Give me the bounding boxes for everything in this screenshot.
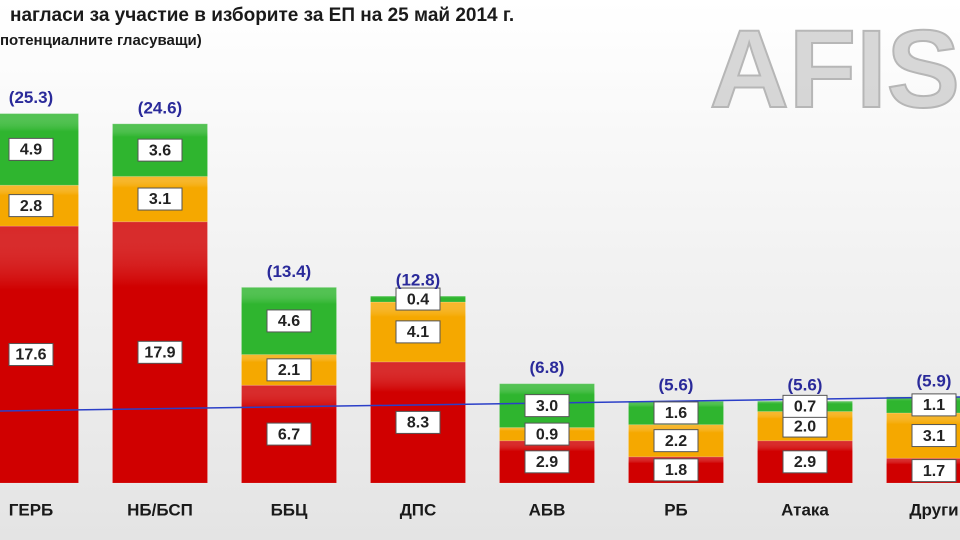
value-label-box	[8, 343, 54, 367]
total-label: (24.6)	[138, 98, 182, 117]
x-tick-label: АБВ	[529, 500, 566, 519]
value-label: 0.7	[794, 399, 816, 416]
chart-title: нагласи за участие в изборите за ЕП на 2…	[10, 5, 514, 26]
value-label: 3.1	[923, 428, 945, 445]
value-label: 6.7	[278, 426, 300, 443]
value-label: 17.6	[15, 347, 46, 364]
value-label: 1.8	[665, 462, 687, 479]
value-label-box	[653, 429, 699, 453]
value-label: 4.9	[20, 142, 42, 159]
total-label: (5.9)	[917, 371, 952, 390]
total-label: (12.8)	[396, 271, 440, 290]
value-label-box	[653, 458, 699, 482]
value-label: 1.6	[665, 405, 687, 422]
total-label: (13.4)	[267, 262, 311, 281]
value-label-box	[782, 450, 828, 474]
value-label: 0.4	[407, 291, 429, 308]
value-label: 2.2	[665, 433, 687, 450]
value-label: 1.7	[923, 463, 945, 480]
value-label: 3.1	[149, 191, 171, 208]
x-tick-label: ГЕРБ	[9, 500, 54, 519]
value-label-box	[137, 187, 183, 211]
value-label: 4.1	[407, 324, 429, 341]
value-label: 2.9	[536, 454, 558, 471]
value-label-box	[137, 340, 183, 364]
value-label-box	[395, 320, 441, 344]
value-label: 2.9	[794, 454, 816, 471]
value-label-box	[8, 194, 54, 218]
value-label-box	[266, 309, 312, 333]
x-tick-label: ББЦ	[271, 500, 308, 519]
x-tick-label: Други	[909, 500, 958, 519]
value-label: 1.1	[923, 397, 945, 414]
value-label-box	[395, 287, 441, 311]
value-label-box	[266, 358, 312, 382]
value-label-box	[395, 410, 441, 434]
value-label-box	[266, 422, 312, 446]
value-label: 8.3	[407, 415, 429, 432]
value-label-box	[911, 459, 957, 483]
x-tick-label: Атака	[781, 500, 829, 519]
total-label: (6.8)	[530, 358, 565, 377]
value-label-box	[524, 394, 570, 418]
value-label: 4.6	[278, 313, 300, 330]
value-label-box	[782, 394, 828, 418]
value-label: 0.9	[536, 426, 558, 443]
value-label-box	[524, 422, 570, 446]
value-label: 3.0	[536, 398, 558, 415]
chart-subtitle: потенциалните гласуващи)	[0, 32, 202, 49]
value-label-box	[911, 424, 957, 448]
value-label: 3.6	[149, 142, 171, 159]
total-label: (25.3)	[9, 88, 53, 107]
value-label: 2.0	[794, 418, 816, 435]
total-label: (5.6)	[659, 376, 694, 395]
watermark: AFIS	[709, 8, 960, 131]
x-tick-label: ДПС	[400, 500, 437, 519]
value-label-box	[524, 450, 570, 474]
value-label-box	[911, 393, 957, 417]
value-label-box	[653, 401, 699, 425]
value-label: 2.8	[20, 198, 42, 215]
total-label: (5.6)	[788, 376, 823, 395]
labels: 17.6 2.8 4.9 (25.3) ГЕРБ 17.9 3.1 3.6 (24.6) НБ/Б…	[8, 88, 959, 519]
value-label-box	[137, 138, 183, 162]
x-tick-label: РБ	[664, 500, 688, 519]
value-label: 17.9	[144, 345, 175, 362]
value-label-box	[8, 137, 54, 161]
x-tick-label: НБ/БСП	[127, 500, 193, 519]
value-label: 2.1	[278, 362, 300, 379]
